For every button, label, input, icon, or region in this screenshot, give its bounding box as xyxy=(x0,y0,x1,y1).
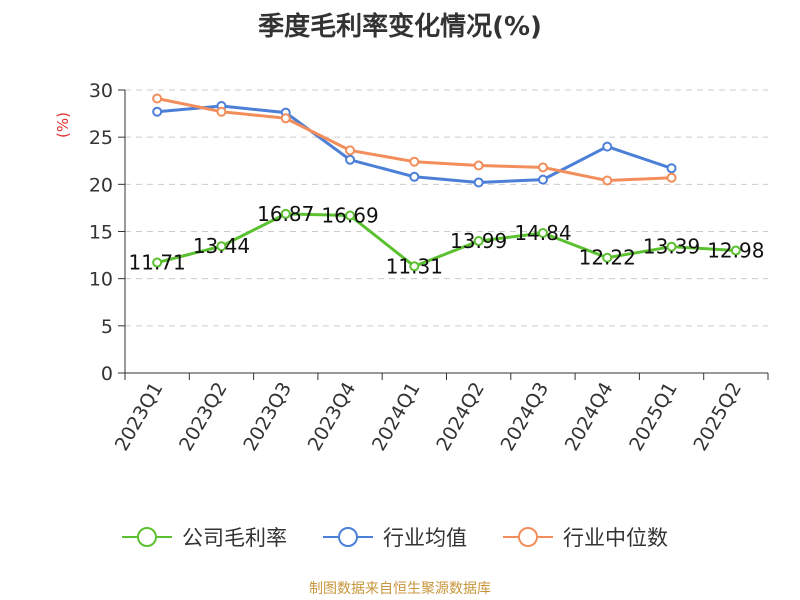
data-point xyxy=(346,156,354,164)
grid-lines xyxy=(125,90,768,326)
y-tick-label: 20 xyxy=(89,174,113,196)
legend: 公司毛利率 行业均值 行业中位数 xyxy=(122,526,668,550)
data-point xyxy=(539,176,547,184)
data-label: 12.22 xyxy=(579,246,636,270)
source-note: 制图数据来自恒生聚源数据库 xyxy=(0,578,800,598)
series-line xyxy=(157,98,671,180)
legend-marker xyxy=(138,528,156,546)
data-point xyxy=(668,164,676,172)
y-tick-label: 25 xyxy=(89,127,113,149)
x-tick-label: 2024Q1 xyxy=(368,379,425,455)
y-tick-label: 30 xyxy=(89,80,113,102)
y-tick-label: 0 xyxy=(101,363,113,385)
x-tick-label: 2023Q4 xyxy=(304,379,361,455)
y-tick-label: 15 xyxy=(89,222,113,244)
data-labels: 11.71 13.44 16.87 16.69 11.31 13.99 14.84 12.22… xyxy=(129,202,765,278)
series-line xyxy=(157,106,671,182)
x-tick-label: 2024Q4 xyxy=(561,379,618,455)
y-axis-label: (%) xyxy=(54,112,72,138)
data-point xyxy=(410,173,418,181)
data-point xyxy=(603,177,611,185)
legend-label: 公司毛利率 xyxy=(182,526,287,550)
data-point xyxy=(475,178,483,186)
data-point xyxy=(539,163,547,171)
data-point xyxy=(217,108,225,116)
data-label: 16.87 xyxy=(257,202,314,226)
y-tick-label: 5 xyxy=(101,316,113,338)
y-tick-label: 10 xyxy=(89,269,113,291)
data-label: 13.44 xyxy=(193,234,250,258)
data-point xyxy=(346,146,354,154)
data-point xyxy=(410,158,418,166)
data-label: 11.31 xyxy=(386,254,443,278)
x-tick-label: 2023Q2 xyxy=(175,379,232,455)
data-label: 12.98 xyxy=(707,239,764,263)
data-label: 11.71 xyxy=(129,251,186,275)
legend-marker xyxy=(519,528,537,546)
legend-label: 行业均值 xyxy=(383,526,467,550)
x-tick-label: 2024Q2 xyxy=(432,379,489,455)
x-tick-label: 2025Q1 xyxy=(625,379,682,455)
data-point xyxy=(153,108,161,116)
data-point xyxy=(282,114,290,122)
data-point xyxy=(603,143,611,151)
data-point xyxy=(668,174,676,182)
data-label: 13.99 xyxy=(450,229,507,253)
data-label: 16.69 xyxy=(321,204,378,228)
data-point xyxy=(475,161,483,169)
data-label: 13.39 xyxy=(643,235,700,259)
data-label: 14.84 xyxy=(514,221,571,245)
data-point xyxy=(153,94,161,102)
x-tick-label: 2023Q3 xyxy=(239,379,296,455)
legend-label: 行业中位数 xyxy=(563,526,668,550)
legend-marker xyxy=(339,528,357,546)
x-tick-label: 2025Q2 xyxy=(689,379,746,455)
x-tick-label: 2023Q1 xyxy=(111,379,168,455)
x-tick-label: 2024Q3 xyxy=(497,379,554,455)
